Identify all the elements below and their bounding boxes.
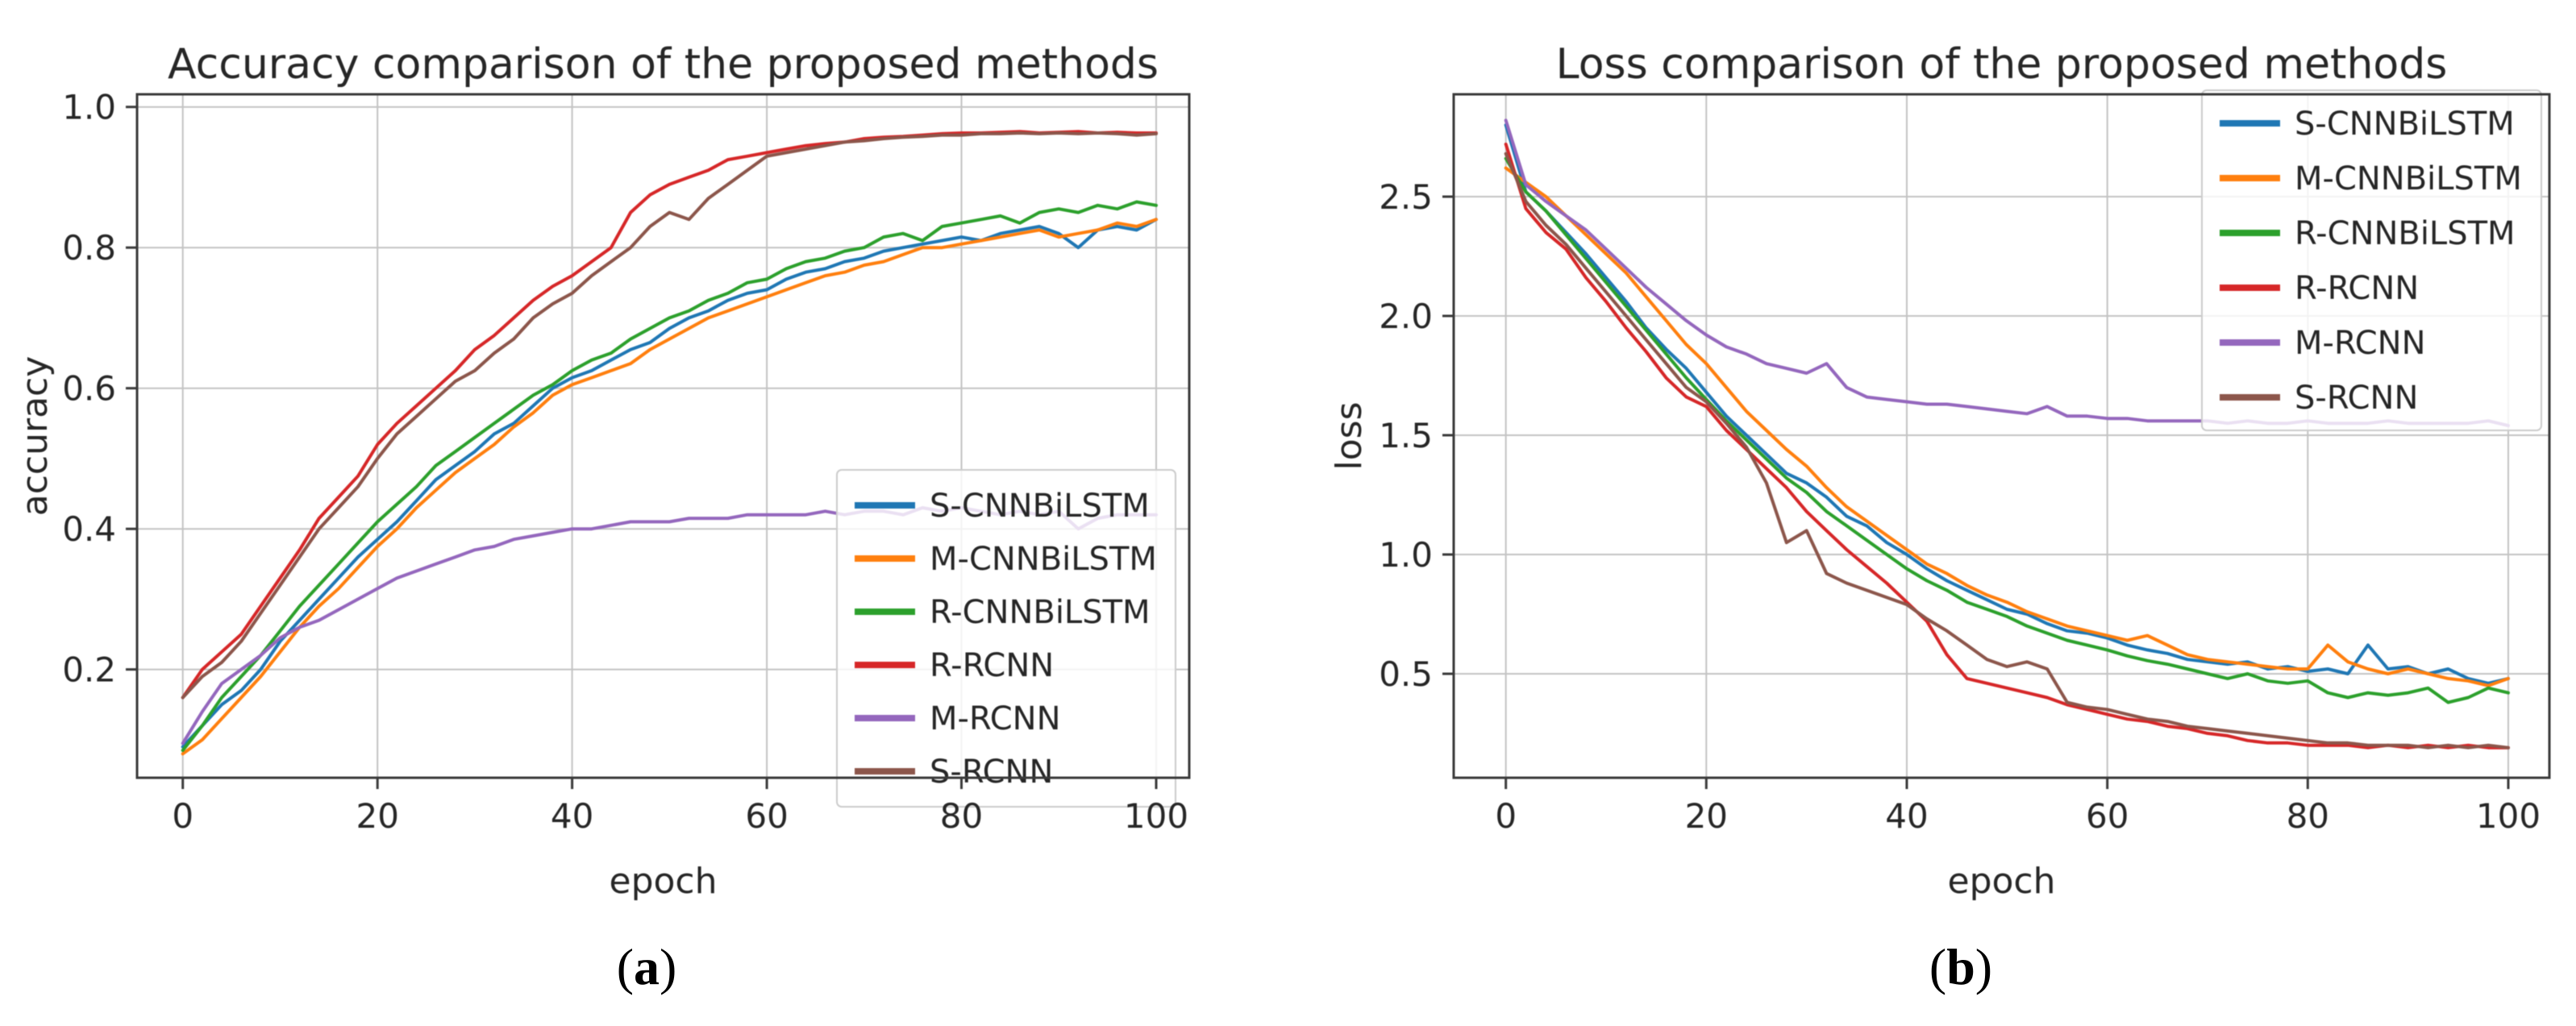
x-axis-label: epoch	[1948, 861, 2056, 902]
legend-label: R-RCNN	[2295, 270, 2419, 307]
x-tick-label: 0	[172, 796, 194, 836]
y-tick-label: 0.5	[1379, 654, 1433, 694]
legend-label: R-RCNN	[930, 647, 1054, 684]
series-line-S-CNNBiLSTM	[181, 218, 1158, 749]
caption-b-letter: b	[1946, 938, 1975, 995]
legend-label: M-CNNBiLSTM	[930, 541, 1157, 578]
legend-label: M-RCNN	[930, 700, 1061, 737]
x-tick-label: 80	[2287, 796, 2329, 836]
legend-label: M-RCNN	[2295, 325, 2426, 362]
caption-b: (b)	[1929, 941, 1992, 993]
legend-label: M-CNNBiLSTM	[2295, 160, 2522, 197]
x-tick-label: 40	[551, 796, 593, 836]
legend-upper-right: S-CNNBiLSTM M-CNNBiLSTM R-CNNBiLSTM R-RCNN M…	[2201, 89, 2542, 431]
series-line-M-CNNBiLSTM	[181, 218, 1158, 756]
x-tick-label: 100	[1124, 796, 1188, 836]
x-tick-label: 20	[356, 796, 398, 836]
series-line-S-CNNBiLSTM	[1504, 123, 2510, 685]
chart-accuracy: S-CNNBiLSTM M-CNNBiLSTM R-CNNBiLSTM R-RCNN M…	[15, 40, 1191, 902]
series-line-S-RCNN	[181, 131, 1158, 700]
y-tick-label: 1.0	[1379, 535, 1433, 575]
legend-label: R-CNNBiLSTM	[2295, 215, 2516, 252]
x-tick-label: 60	[745, 796, 788, 836]
series-line-R-RCNN	[1504, 142, 2510, 750]
y-tick-label: 2.0	[1379, 297, 1433, 336]
y-tick-label: 0.6	[62, 369, 116, 409]
y-axis-label: accuracy	[15, 356, 56, 517]
caption-b-open: (	[1929, 938, 1947, 995]
caption-a-letter: a	[634, 938, 660, 995]
y-tick-label: 0.4	[62, 509, 116, 549]
legend-label: S-CNNBiLSTM	[930, 488, 1150, 525]
caption-a-open: (	[616, 938, 634, 995]
series-line-R-CNNBiLSTM	[181, 200, 1158, 752]
legend-box	[836, 469, 1176, 808]
caption-a-close: )	[660, 938, 677, 995]
x-tick-label: 40	[1885, 796, 1928, 836]
y-tick-label: 0.8	[62, 228, 116, 268]
chart-loss: S-CNNBiLSTM M-CNNBiLSTM R-CNNBiLSTM R-RCNN M…	[1329, 40, 2551, 902]
legend-label: S-CNNBiLSTM	[2295, 106, 2515, 143]
series-line-R-CNNBiLSTM	[1504, 156, 2510, 704]
legend-label: S-RCNN	[930, 754, 1053, 791]
y-tick-label: 1.0	[62, 88, 116, 127]
caption-a: (a)	[617, 941, 677, 993]
x-tick-label: 80	[940, 796, 983, 836]
y-tick-label: 1.5	[1379, 416, 1433, 455]
legend-label: R-CNNBiLSTM	[930, 594, 1151, 631]
chart-title: Loss comparison of the proposed methods	[1556, 40, 2448, 89]
legend-box	[2201, 89, 2542, 431]
x-tick-label: 60	[2086, 796, 2129, 836]
chart-title: Accuracy comparison of the proposed meth…	[168, 40, 1159, 89]
series-line-S-RCNN	[1504, 152, 2510, 750]
y-axis-label: loss	[1329, 402, 1370, 471]
x-tick-label: 0	[1495, 796, 1517, 836]
legend-lower-right: S-CNNBiLSTM M-CNNBiLSTM R-CNNBiLSTM R-RCNN M…	[836, 469, 1176, 808]
series-line-M-CNNBiLSTM	[1504, 166, 2510, 687]
legend-label: S-RCNN	[2295, 380, 2418, 417]
y-tick-label: 0.2	[62, 650, 116, 690]
y-tick-label: 2.5	[1379, 177, 1433, 217]
x-tick-label: 100	[2476, 796, 2541, 836]
axes-frame	[135, 93, 1191, 779]
caption-b-close: )	[1975, 938, 1993, 995]
x-tick-label: 20	[1685, 796, 1728, 836]
x-axis-label: epoch	[610, 861, 718, 902]
